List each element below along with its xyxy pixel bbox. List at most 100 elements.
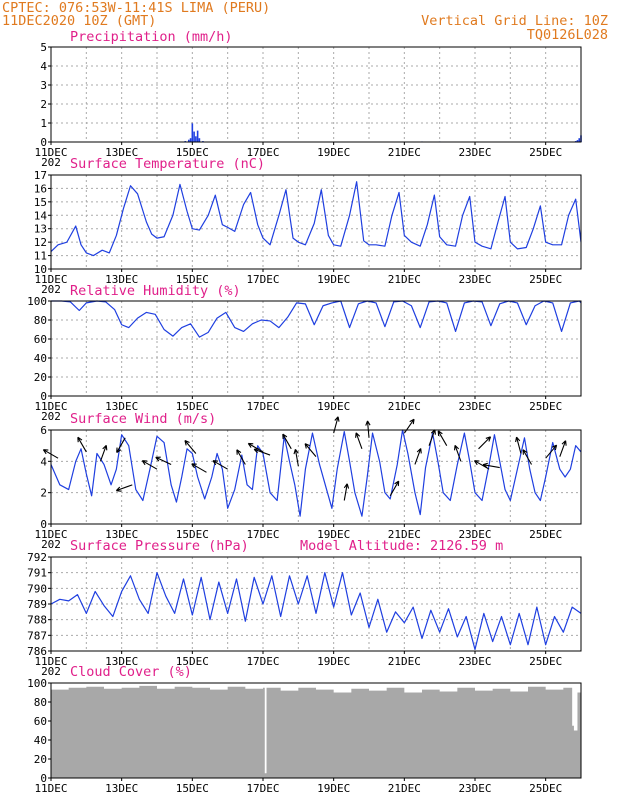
x-tick-label: 13DEC [105, 655, 138, 668]
wind-plot: 0 2 4 6 11DEC 13DEC 15DEC 17DEC 19DEC 21DEC 23DEC 2… [34, 416, 582, 551]
x-tick-label: 23DEC [458, 528, 491, 541]
precipitation-title: Precipitation (mm/h) [70, 29, 233, 45]
wind-line [50, 429, 582, 517]
x-tick-label: 25DEC [529, 782, 562, 795]
x-tick-label: 25DEC [529, 400, 562, 413]
x-tick-label: 17DEC [246, 146, 279, 159]
y-tick-label: 2 [40, 487, 47, 500]
wind-direction-arrow [454, 444, 462, 462]
y-tick-label: 792 [27, 551, 47, 564]
y-tick-label: 0 [40, 518, 47, 531]
y-tick-label: 5 [40, 41, 47, 54]
precipitation-bar [188, 139, 190, 142]
x-tick-label: 15DEC [176, 655, 209, 668]
x-tick-label: 23DEC [458, 655, 491, 668]
year-label: 202 [41, 156, 61, 169]
y-tick-label: 60 [34, 715, 47, 728]
y-tick-label: 40 [34, 734, 47, 747]
x-tick-label: 21DEC [388, 400, 421, 413]
precipitation-bar [195, 136, 197, 142]
temperature-panel: Surface Temperature (nC) 101112131415161… [34, 156, 582, 296]
wind-direction-arrow [184, 439, 197, 454]
year-label: 202 [41, 538, 61, 551]
x-tick-label: 19DEC [317, 782, 350, 795]
y-tick-label: 2 [40, 98, 47, 111]
precipitation-bar [578, 138, 581, 142]
y-tick-label: 12 [34, 236, 47, 249]
y-tick-label: 16 [34, 182, 47, 195]
humidity-panel: Relative Humidity (%) 0 20 40 60 80 100 11DEC 1… [27, 283, 582, 423]
y-tick-label: 14 [34, 209, 48, 222]
y-tick-label: 17 [34, 169, 47, 182]
pressure-line [50, 572, 582, 651]
x-tick-label: 21DEC [388, 655, 421, 668]
y-tick-label: 0 [40, 136, 47, 149]
x-tick-label: 19DEC [317, 528, 350, 541]
x-tick-label: 17DEC [246, 782, 279, 795]
wind-direction-arrow [355, 432, 363, 449]
x-tick-label: 19DEC [317, 273, 350, 286]
y-tick-label: 0 [40, 772, 47, 785]
x-tick-label: 11DEC [34, 273, 67, 286]
header-station: CPTEC: 076:53W-11:41S LIMA (PERU) [2, 0, 270, 16]
wind-direction-arrow [293, 448, 299, 467]
x-tick-label: 11DEC [34, 146, 67, 159]
plot-frame [50, 174, 582, 270]
wind-direction-arrow [247, 442, 264, 453]
humidity-title: Relative Humidity (%) [70, 283, 241, 299]
cloud-panel: Cloud Cover (%) 0 20 40 60 80 100 11DEC 13DEC 15… [27, 664, 582, 795]
wind-direction-arrow [115, 484, 133, 492]
x-tick-label: 11DEC [34, 528, 67, 541]
x-tick-label: 15DEC [176, 273, 209, 286]
pressure-plot: 786 787 788 789 790 791 792 11DEC 13DEC 15DEC 17DE… [27, 551, 582, 678]
x-tick-label: 23DEC [458, 400, 491, 413]
x-tick-label: 21DEC [388, 146, 421, 159]
x-tick-label: 15DEC [176, 782, 209, 795]
y-tick-label: 789 [27, 598, 47, 611]
x-tick-label: 25DEC [529, 655, 562, 668]
y-tick-label: 6 [40, 424, 47, 437]
y-tick-label: 0 [40, 390, 47, 403]
x-tick-label: 13DEC [105, 528, 138, 541]
y-tick-label: 100 [27, 677, 47, 690]
precipitation-bar [576, 140, 579, 142]
pressure-panel: Surface Pressure (hPa) Model Altitude: 2… [27, 538, 582, 678]
x-tick-label: 15DEC [176, 528, 209, 541]
wind-direction-arrow [212, 460, 228, 470]
precipitation-panel: Precipitation (mm/h) 0 1 2 3 4 5 11DEC 13DEC 15D… [34, 29, 582, 169]
model-altitude-label: Model Altitude: 2126.59 m [300, 538, 503, 554]
header-model-id: TQ0126L028 [527, 27, 608, 43]
x-tick-label: 13DEC [105, 400, 138, 413]
y-tick-label: 100 [27, 295, 47, 308]
wind-title: Surface Wind (m/s) [70, 411, 216, 427]
wind-direction-arrow [428, 429, 436, 446]
pressure-title: Surface Pressure (hPa) [70, 538, 249, 554]
year-label: 202 [41, 665, 61, 678]
plot-frame [50, 46, 582, 143]
y-tick-label: 3 [40, 79, 47, 92]
wind-direction-arrow [559, 440, 567, 457]
x-tick-label: 25DEC [529, 146, 562, 159]
y-tick-label: 4 [40, 455, 47, 468]
wind-direction-arrow [141, 460, 158, 470]
precipitation-bar [196, 130, 199, 142]
y-tick-label: 60 [34, 333, 47, 346]
plot-frame [50, 300, 582, 397]
x-tick-label: 23DEC [458, 146, 491, 159]
y-tick-label: 1 [40, 117, 47, 130]
y-tick-label: 20 [34, 753, 47, 766]
x-tick-label: 21DEC [388, 782, 421, 795]
x-tick-label: 19DEC [317, 146, 350, 159]
wind-direction-arrow [304, 443, 317, 457]
y-tick-label: 40 [34, 352, 47, 365]
wind-direction-arrow [99, 444, 108, 462]
x-tick-label: 21DEC [388, 528, 421, 541]
plot-frame [50, 682, 582, 779]
wind-direction-arrow [545, 444, 558, 459]
y-tick-label: 790 [27, 582, 47, 595]
wind-direction-arrow [282, 433, 292, 450]
header-grid-note: Vertical Grid Line: 10Z [421, 13, 608, 29]
wind-direction-arrow [343, 483, 350, 501]
